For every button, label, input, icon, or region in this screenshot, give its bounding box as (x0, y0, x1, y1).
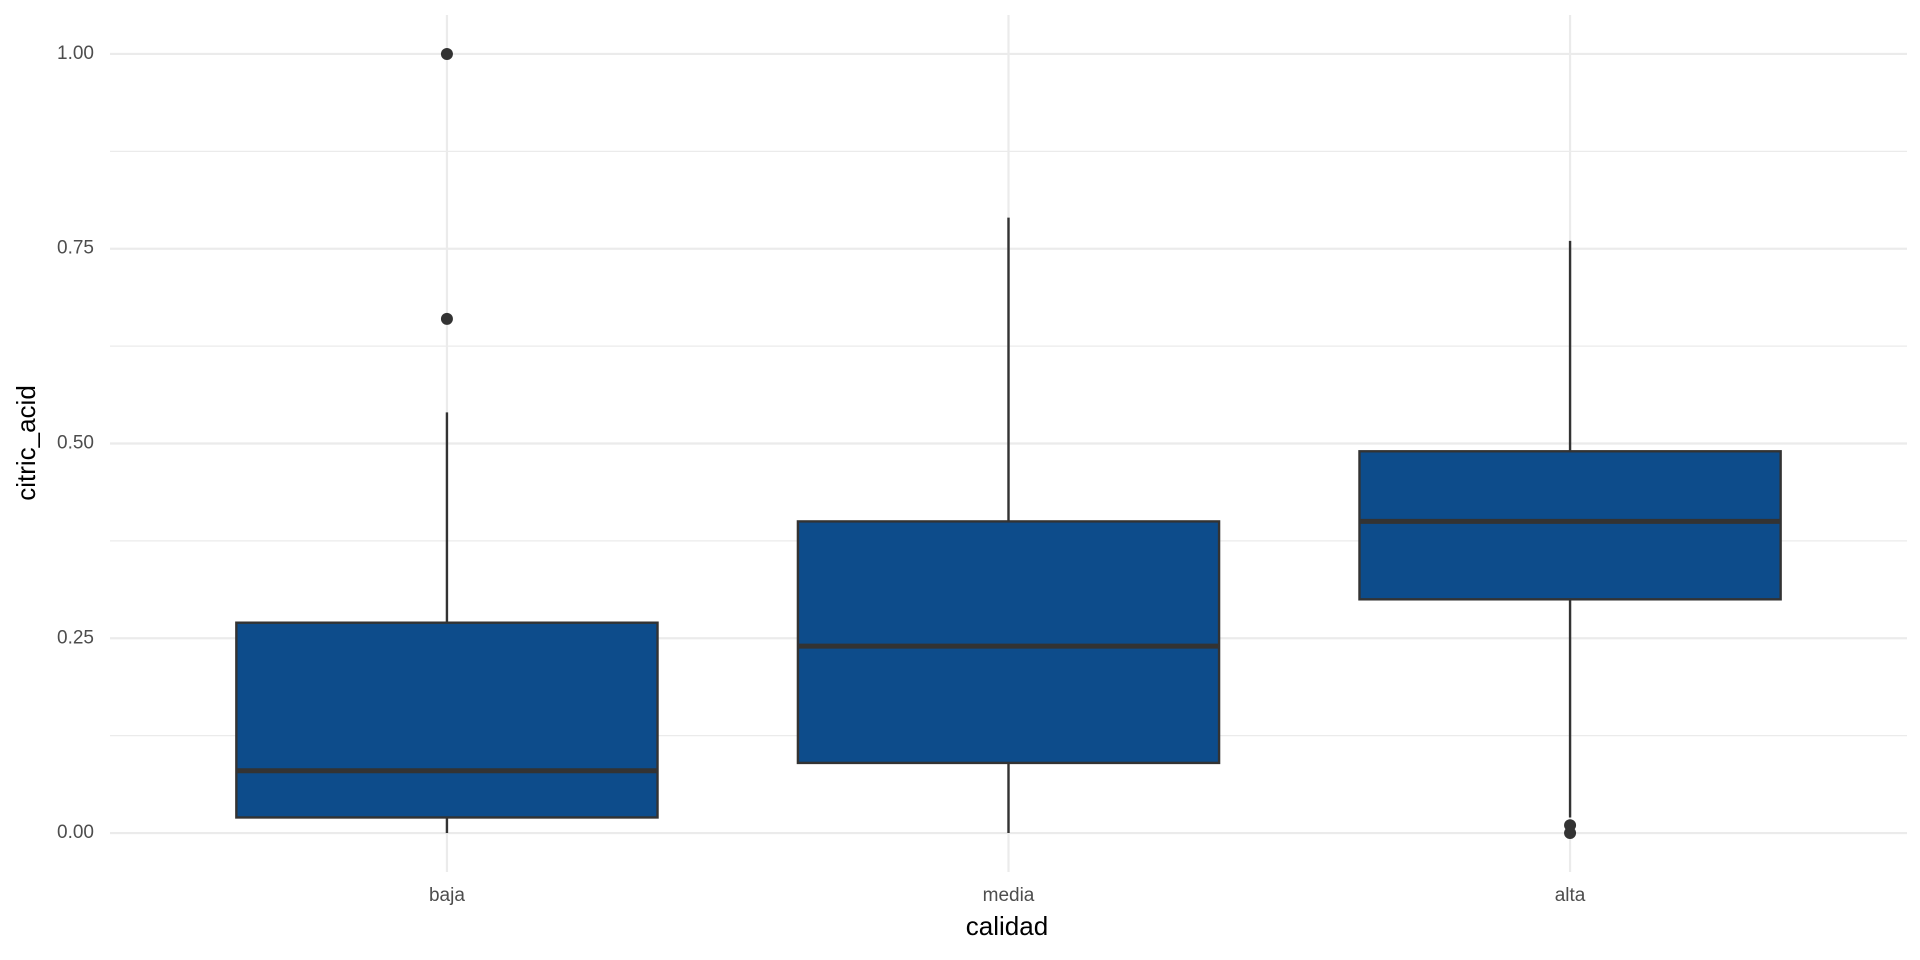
y-tick-label: 0.25 (57, 627, 94, 648)
y-tick-label: 0.75 (57, 238, 94, 259)
x-tick-label: baja (429, 885, 465, 906)
x-axis-title: calidad (966, 911, 1048, 941)
y-tick-label: 0.50 (57, 433, 94, 454)
y-axis-title: citric_acid (11, 385, 41, 501)
outlier (440, 312, 453, 325)
x-tick-label: media (983, 885, 1035, 906)
outlier (440, 47, 453, 60)
box (235, 621, 659, 819)
y-tick-label: 1.00 (57, 43, 94, 64)
x-tick-label: alta (1555, 885, 1586, 906)
box (1358, 450, 1782, 601)
y-tick-label: 0.00 (57, 822, 94, 843)
outlier (1564, 819, 1577, 832)
box (796, 520, 1221, 765)
